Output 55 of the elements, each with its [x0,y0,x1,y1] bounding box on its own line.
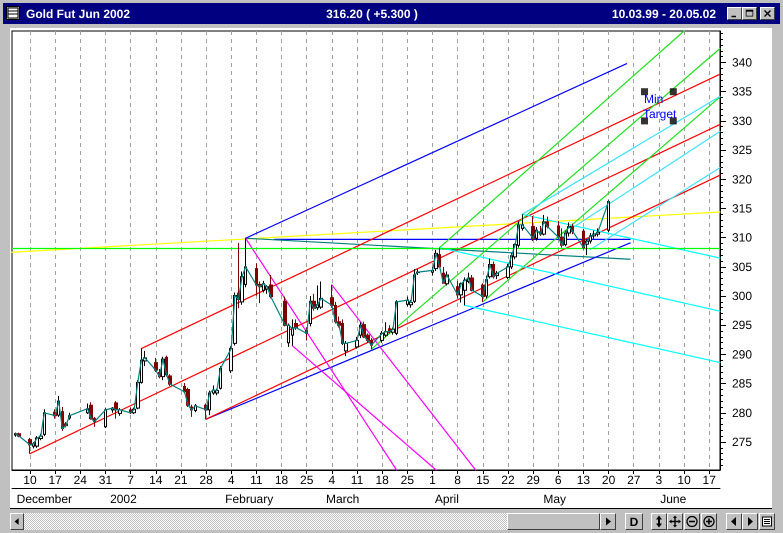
x-tick-label: 6 [554,473,562,487]
x-tick-label: 11 [350,473,364,487]
x2-tick-label: 2002 [110,492,138,506]
y-tick-label: 315 [732,201,752,216]
x-tick-label: 18 [274,473,289,487]
x2-tick-label: June [660,492,687,506]
x-tick-label: 14 [149,473,163,487]
y-tick-label: 335 [732,84,752,99]
y-tick-label: 275 [732,434,752,449]
y-tick-label: 310 [732,230,752,245]
x-tick-label: 1 [429,473,436,487]
y-tick-label: 280 [732,406,752,420]
y-tick-label: 285 [732,376,752,391]
x-tick-label: 25 [400,473,414,487]
y-tick-label: 340 [732,56,752,70]
x-tick-label: 29 [526,473,540,487]
y-tick-label: 290 [732,347,752,362]
y-tick-label: 330 [732,114,752,128]
x-tick-label: 10 [23,473,37,487]
x-tick-label: 25 [300,473,314,487]
x-tick-label: 24 [74,473,88,487]
x-tick-label: 10 [677,473,692,487]
x2-tick-label: May [543,492,566,506]
x-tick-label: 13 [576,473,590,487]
x-tick-label: 4 [328,473,336,487]
x-tick-label: 18 [375,473,390,487]
chart-subtitle: 316.20 ( +5.300 ) [325,6,419,22]
x-tick-label: 21 [174,473,188,487]
x-tick-label: 22 [501,473,515,487]
x-tick-label: 11 [250,473,263,487]
chart-title: Gold Fut Jun 2002 [26,6,130,22]
y-tick-label: 320 [732,172,752,186]
x-tick-label: 20 [602,473,616,487]
x-tick-label: 27 [627,473,641,487]
x-tick-label: 15 [476,473,490,487]
x-tick-label: 3 [656,473,663,487]
y-tick-label: 325 [732,143,752,158]
x2-tick-label: February [225,492,274,506]
x-tick-label: 4 [228,473,235,487]
annotation: Target [643,107,678,121]
x-tick-label: 31 [98,473,112,487]
y-tick-label: 295 [732,318,752,332]
x-tick-label: 17 [48,473,62,487]
x-tick-label: 17 [702,473,716,487]
x-tick-label: 7 [127,473,134,487]
x2-tick-label: December [16,492,72,506]
y-tick-label: 300 [732,289,752,304]
text: 10.03.99 - 20.05.02 [612,6,716,22]
x-tick-label: 28 [199,473,214,487]
x2-tick-label: March [326,492,360,506]
annotation: Min [644,92,664,106]
x2-tick-label: April [434,492,459,506]
y-tick-label: 305 [732,260,752,274]
x-tick-label: 8 [454,473,462,487]
button: D [625,513,643,530]
